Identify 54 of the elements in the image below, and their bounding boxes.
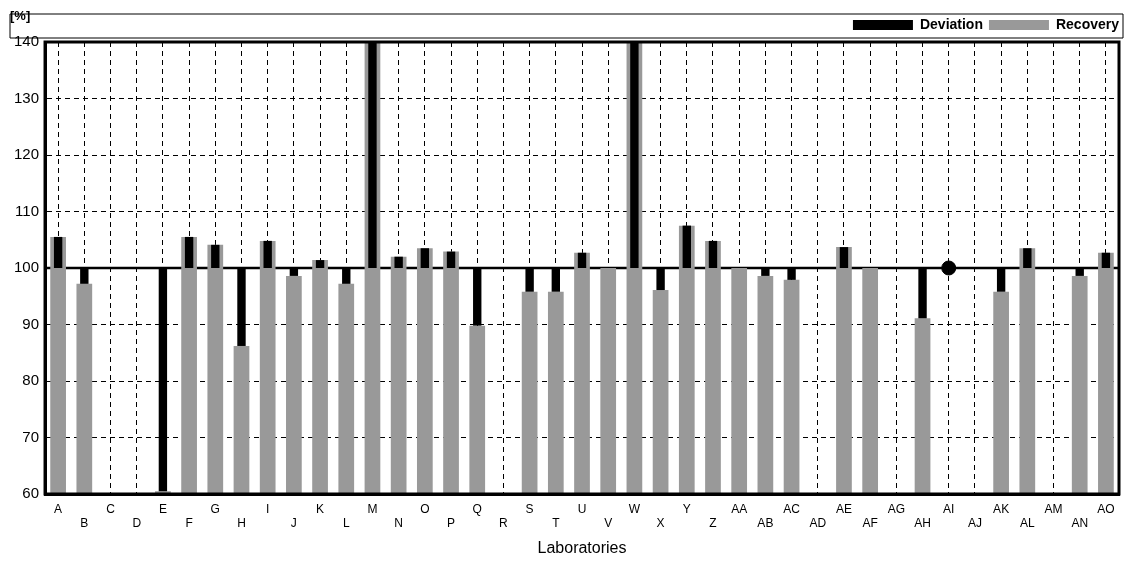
- x-tick-label: L: [342, 515, 350, 530]
- x-tick-label: Z: [709, 515, 717, 530]
- x-tick-label: AJ: [967, 515, 982, 530]
- x-tick-label: AM: [1044, 501, 1063, 516]
- y-tick-label: 80: [22, 371, 40, 389]
- x-tick-label: AC: [783, 501, 801, 516]
- x-tick-label: O: [420, 501, 430, 516]
- x-tick-label: X: [656, 515, 665, 530]
- x-tick-label: T: [552, 515, 561, 530]
- x-tick-label: H: [237, 515, 246, 530]
- x-tick-label: R: [499, 515, 509, 530]
- x-tick-label: Q: [472, 501, 482, 516]
- x-tick-label: AA: [731, 501, 748, 516]
- x-tick-label: AH: [914, 515, 931, 530]
- x-tick-label: AD: [809, 515, 827, 530]
- x-tick-label: Y: [682, 501, 691, 516]
- x-tick-label: AN: [1071, 515, 1089, 530]
- x-tick-label: C: [106, 501, 116, 516]
- y-tick-label: 130: [14, 88, 40, 106]
- x-tick-label: E: [158, 501, 167, 516]
- y-tick-label: 140: [14, 32, 40, 50]
- x-tick-label: AB: [757, 515, 774, 530]
- x-tick-label: V: [604, 515, 613, 530]
- x-tick-label: B: [80, 515, 89, 530]
- x-tick-label: I: [266, 501, 270, 516]
- x-tick-label: M: [367, 501, 378, 516]
- x-tick-label: A: [54, 501, 63, 516]
- legend-label: Recovery: [1055, 15, 1120, 32]
- x-tick-label: P: [447, 515, 456, 530]
- x-tick-label: K: [316, 501, 325, 516]
- x-tick-label: N: [394, 515, 403, 530]
- y-tick-label: 100: [14, 258, 40, 276]
- y-tick-label: 120: [14, 145, 40, 163]
- legend-label: Deviation: [919, 15, 983, 32]
- x-tick-label: W: [628, 501, 641, 516]
- y-tick-label: 110: [15, 201, 40, 219]
- x-tick-label: AL: [1019, 515, 1035, 530]
- x-axis-title: Laboratories: [537, 538, 627, 556]
- x-tick-label: J: [290, 515, 297, 530]
- x-tick-label: AO: [1097, 501, 1115, 516]
- x-tick-label: S: [525, 501, 534, 516]
- x-tick-label: AI: [943, 501, 955, 516]
- x-tick-label: AG: [887, 501, 906, 516]
- y-tick-label: 70: [22, 427, 40, 445]
- x-tick-label: AE: [835, 501, 852, 516]
- x-tick-label: U: [577, 501, 587, 516]
- y-tick-label: 90: [22, 314, 40, 332]
- x-tick-label: D: [132, 515, 142, 530]
- x-tick-label: AK: [993, 501, 1010, 516]
- x-tick-label: F: [185, 515, 193, 530]
- y-axis-title: [%]: [10, 8, 31, 24]
- x-tick-label: AF: [862, 515, 878, 530]
- x-tick-label: G: [210, 501, 220, 516]
- y-tick-label: 60: [22, 484, 40, 502]
